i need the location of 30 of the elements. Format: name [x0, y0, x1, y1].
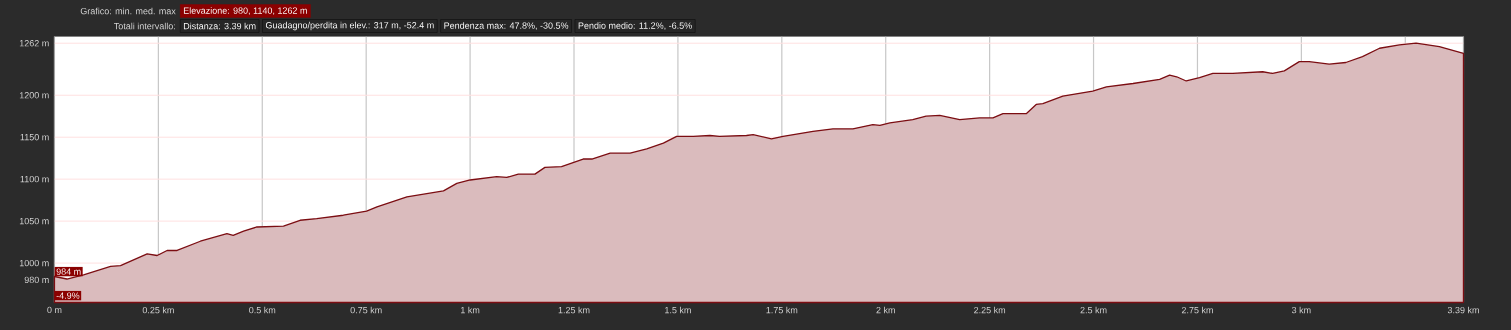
- x-tick-label: 1.75 km: [766, 306, 798, 314]
- x-tick-label: 2.5 km: [1080, 306, 1107, 314]
- x-tick-label: 2.25 km: [974, 306, 1006, 314]
- x-tick-label: 2.75 km: [1181, 306, 1213, 314]
- text: Grafico: min. med. max: [80, 7, 176, 15]
- y-tick-label: 1200 m: [19, 92, 49, 99]
- text: Totali intervallo:: [113, 22, 175, 30]
- x-tick-label: 1.25 km: [558, 306, 590, 314]
- annotation: 984 m: [56, 268, 81, 275]
- x-tick-label: 0.5 km: [249, 306, 276, 314]
- x-tick-label: 0.75 km: [350, 306, 382, 314]
- y-tick-label: 1050 m: [19, 217, 49, 225]
- text: Elevazione: 980, 1140, 1262 m: [183, 7, 307, 15]
- x-tick-label: 1.5 km: [665, 306, 691, 314]
- text: Pendenza max: 47.8%, -30.5%: [444, 22, 569, 30]
- x-tick-label: 2 km: [876, 306, 895, 314]
- x-tick-label: 0.25 km: [142, 306, 174, 314]
- x-tick-label: 1 km: [461, 306, 480, 314]
- y-tick-label: 1100 m: [20, 175, 49, 183]
- x-tick-label: 3.39 km: [1447, 306, 1479, 314]
- text: Pendio medio: 11.2%, -6.5%: [578, 22, 692, 30]
- y-tick-label: 1262 m: [19, 40, 49, 47]
- y-tick-label: 1000 m: [19, 259, 49, 267]
- text: Guadagno/perdita in elev.: 317 m, -52.4 m: [265, 21, 434, 31]
- y-tick-label: 980 m: [24, 276, 49, 284]
- x-tick-label: 3 km: [1291, 306, 1311, 314]
- y-tick-label: 1150 m: [20, 134, 49, 141]
- x-tick-label: 0 m: [47, 306, 62, 314]
- text: Distanza: 3.39 km: [183, 22, 256, 30]
- annotation: -4.9%: [56, 292, 80, 299]
